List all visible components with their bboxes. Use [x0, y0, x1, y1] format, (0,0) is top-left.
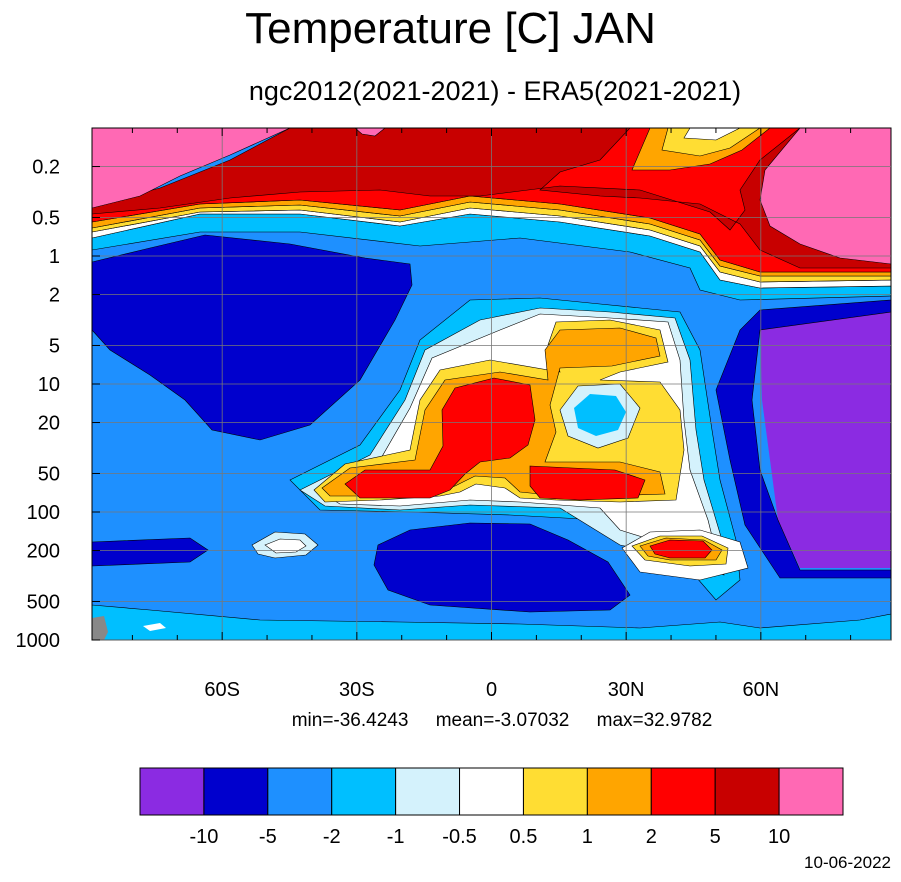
- date-stamp: 10-06-2022: [804, 853, 891, 872]
- y-tick-label: 5: [49, 335, 60, 357]
- x-ticks: 60S 30S 0 30N 60N: [131, 128, 852, 701]
- y-tick-label: 500: [27, 591, 60, 613]
- y-tick-label: 2: [49, 285, 60, 307]
- chart-subtitle: ngc2012(2021-2021) - ERA5(2021-2021): [248, 76, 742, 106]
- y-ticks: 0.2 0.5 1 2 5 10 20 50 100 200 500 1000: [16, 157, 100, 652]
- colorbar-box: [586, 767, 652, 816]
- region-pink-upperleft: [92, 128, 291, 209]
- x-tick-label: 0: [486, 679, 497, 701]
- colorbar-box: [267, 767, 333, 816]
- region-darkblue-upperleft: [92, 234, 413, 441]
- colorbar-box: [459, 767, 524, 816]
- colorbar-box: [139, 767, 205, 816]
- stats-line: min=-36.4243 mean=-3.07032 max=32.9782: [0, 708, 901, 734]
- stat-mean: mean=-3.07032: [435, 710, 570, 731]
- region-pink-upperright: [759, 128, 891, 265]
- colorbar-label: -10: [189, 826, 218, 848]
- x-tick-label: 30N: [608, 679, 645, 701]
- colorbar-label: -0.5: [442, 826, 476, 848]
- y-tick-label: 0.5: [32, 207, 60, 229]
- colorbar-label: 0.5: [510, 826, 538, 848]
- x-tick-label: 30S: [339, 679, 375, 701]
- region-red-central-right: [529, 465, 646, 501]
- region-red-200hpa-right: [649, 539, 713, 559]
- region-white-200hpa-left: [264, 538, 307, 554]
- colorbar-label: -1: [387, 826, 405, 848]
- colorbar-box: [203, 767, 269, 816]
- region-darkblue-right: [715, 299, 891, 579]
- colorbar-label: -2: [323, 826, 341, 848]
- colorbar-box: [522, 767, 588, 816]
- colorbar-label: -5: [259, 826, 277, 848]
- stat-max: max=32.9782: [596, 710, 713, 731]
- region-skyblue-bottom: [92, 604, 891, 640]
- colorbar: -10 -5 -2 -1 -0.5 0.5 1 2 5 10: [139, 767, 844, 848]
- region-white-surface-left: [143, 623, 166, 631]
- region-darkblue-lower-center: [373, 522, 631, 613]
- colorbar-label: 5: [710, 826, 721, 848]
- y-tick-label: 20: [38, 413, 60, 435]
- region-skyblue-20hpa-inner: [574, 394, 626, 436]
- region-darkblue-lowerleft: [92, 537, 209, 567]
- y-tick-label: 50: [38, 463, 60, 485]
- y-tick-label: 10: [38, 374, 60, 396]
- y-tick-label: 200: [27, 541, 60, 563]
- colorbar-label: 1: [582, 826, 593, 848]
- colorbar-box: [714, 767, 780, 816]
- x-tick-label: 60S: [204, 679, 240, 701]
- region-red-central: [344, 377, 536, 499]
- region-white-top: [683, 128, 741, 141]
- colorbar-label: 2: [646, 826, 657, 848]
- region-darkred-band: [92, 128, 891, 269]
- region-purple-right: [760, 312, 891, 568]
- colorbar-label: 10: [768, 826, 790, 848]
- colorbar-box: [778, 767, 844, 816]
- region-gray-corner: [92, 616, 108, 640]
- chart-title: Temperature [C] JAN: [245, 4, 656, 53]
- colorbar-box: [331, 767, 397, 816]
- y-tick-label: 100: [27, 502, 60, 524]
- region-pink-topleft-bump: [354, 128, 386, 137]
- y-tick-label: 1: [49, 246, 60, 268]
- colorbar-box: [650, 767, 716, 816]
- colorbar-box: [395, 767, 461, 816]
- stat-min: min=-36.4243: [291, 710, 409, 731]
- y-tick-label: 1000: [16, 630, 61, 652]
- y-tick-label: 0.2: [32, 157, 60, 179]
- x-tick-label: 60N: [742, 679, 779, 701]
